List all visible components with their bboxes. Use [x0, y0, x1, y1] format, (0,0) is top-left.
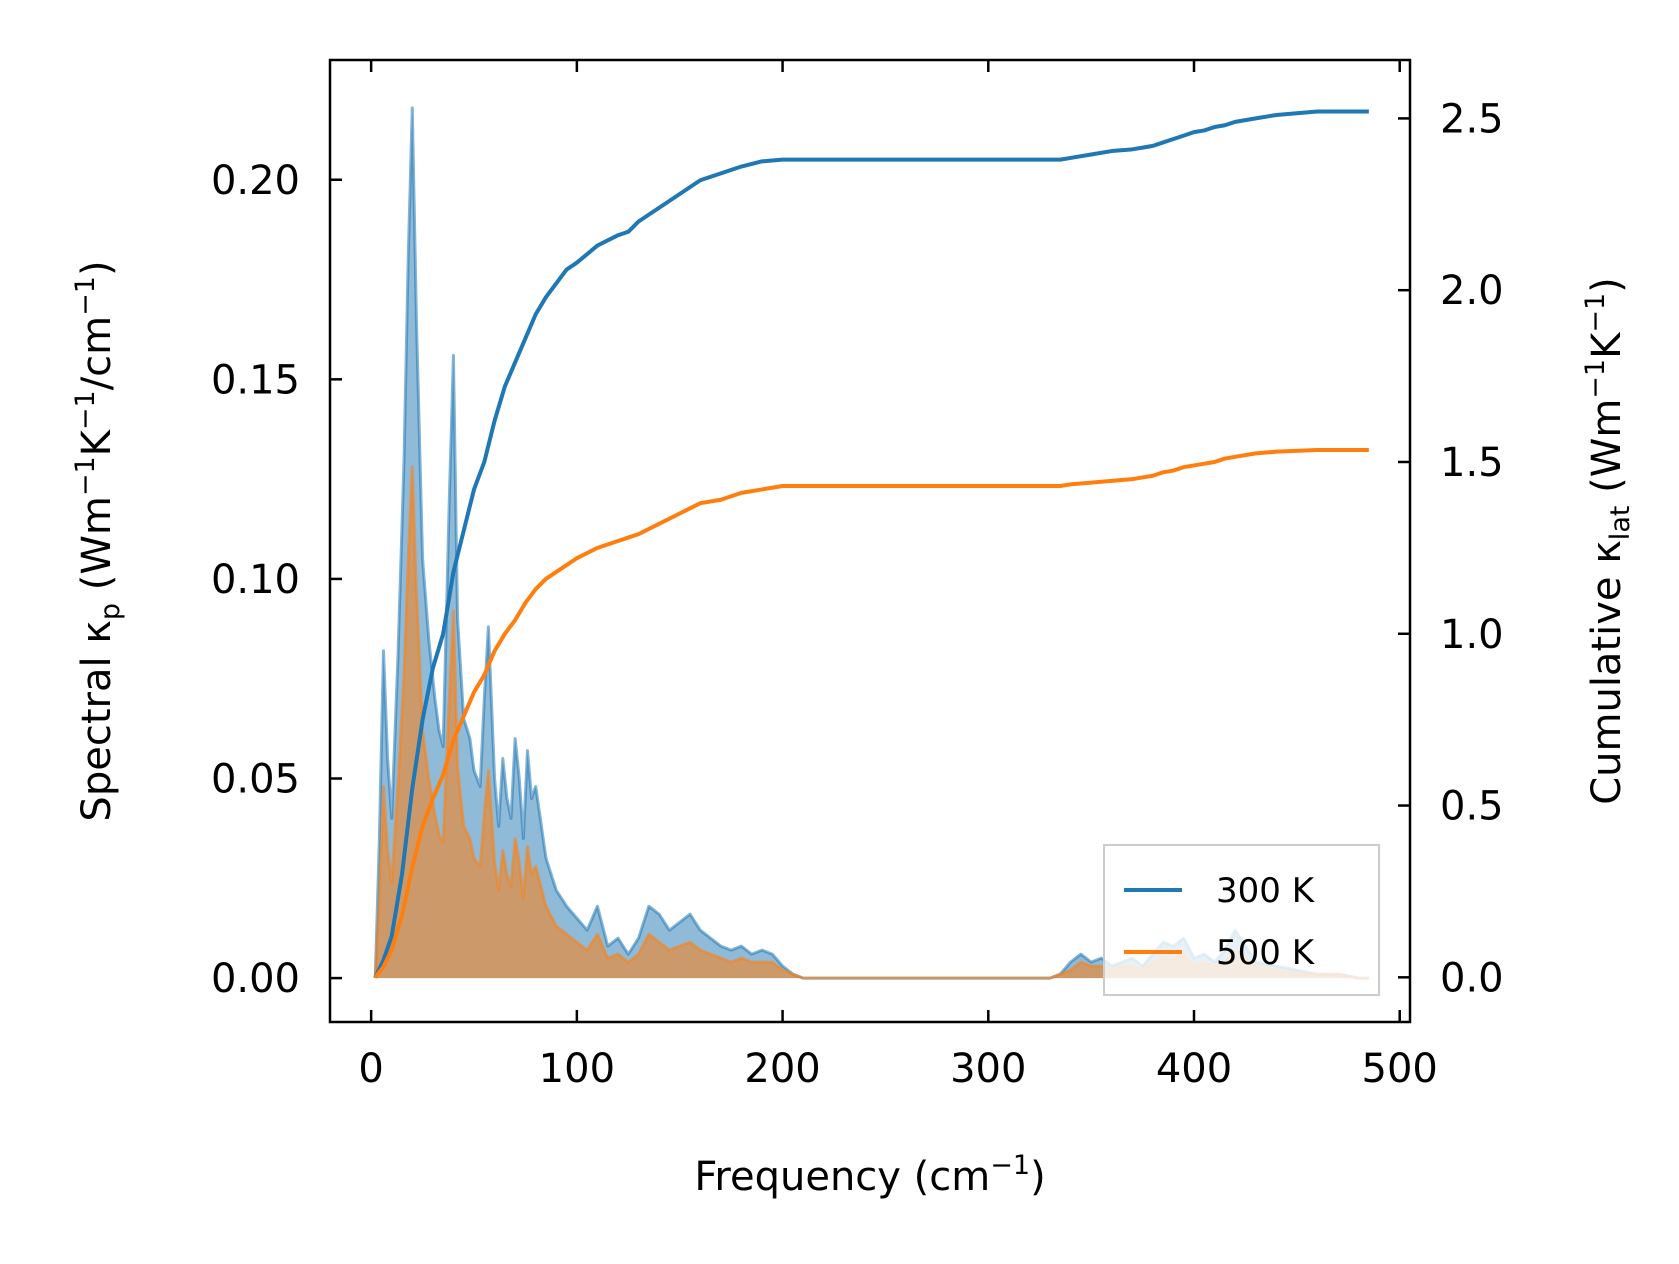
x-tick-label: 200 [744, 1046, 820, 1092]
legend: 300 K 500 K [1103, 844, 1380, 996]
cumulative-line-500-k [373, 447, 1369, 979]
legend-label-500-k: 500 K [1216, 933, 1316, 973]
y-left-tick-label: 0.15 [211, 357, 300, 403]
spectral-fill-500-k [375, 467, 1369, 979]
plot-frame [328, 58, 1412, 1024]
legend-label-300-k: 300 K [1216, 871, 1316, 911]
y-left-tick-label: 0.05 [211, 757, 300, 803]
y-right-tick-label: 0.0 [1440, 955, 1504, 1001]
y-left-tick-label: 0.00 [211, 956, 300, 1002]
y-left-tick-label: 0.20 [211, 158, 300, 204]
y-left-tick-label: 0.10 [211, 557, 300, 603]
y-axis-right-label: Cumulative κlat (Wm−1K−1) [1580, 277, 1636, 805]
y-axis-left-label: Spectral κp (Wm−1K−1/cm−1) [70, 260, 126, 821]
axis-ticks: 0 100 200 300 400 500 0.00 0.05 0.10 0.15 0.20 0.0 0… [211, 60, 1504, 1092]
x-tick-label: 500 [1362, 1046, 1438, 1092]
x-tick-label: 300 [950, 1046, 1026, 1092]
cumulative-line-300-k [373, 109, 1369, 979]
y-right-tick-label: 1.0 [1440, 612, 1504, 658]
x-tick-label: 0 [358, 1046, 383, 1092]
x-tick-label: 100 [539, 1046, 615, 1092]
y-right-tick-label: 2.0 [1440, 268, 1504, 314]
legend-box [1103, 844, 1380, 996]
x-axis-label: Frequency (cm−1) [694, 1150, 1045, 1200]
x-tick-label: 400 [1156, 1046, 1232, 1092]
y-right-tick-label: 0.5 [1440, 784, 1504, 830]
y-right-tick-label: 1.5 [1440, 440, 1504, 486]
y-right-tick-label: 2.5 [1440, 96, 1504, 142]
